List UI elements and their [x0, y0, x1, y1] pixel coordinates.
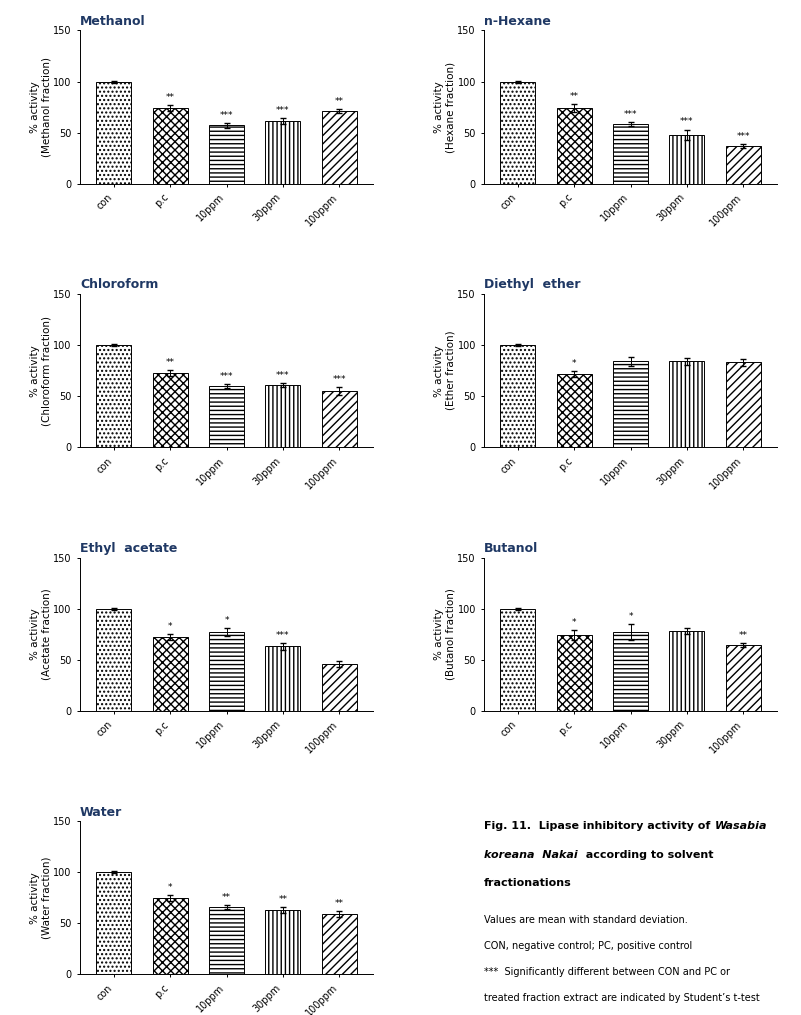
Bar — [726, 362, 761, 448]
Text: according to solvent: according to solvent — [578, 850, 714, 860]
Text: *: * — [224, 616, 229, 625]
Text: ***: *** — [624, 111, 638, 120]
Bar — [322, 664, 356, 710]
Y-axis label: % activity
(Methanol fraction): % activity (Methanol fraction) — [30, 57, 52, 157]
Bar — [557, 108, 592, 184]
Text: Chloroform: Chloroform — [80, 278, 159, 291]
Text: Fig. 11.  Lipase inhibitory activity of: Fig. 11. Lipase inhibitory activity of — [484, 821, 714, 831]
Bar — [557, 635, 592, 710]
Text: Water: Water — [80, 806, 123, 819]
Text: CON, negative control; PC, positive control: CON, negative control; PC, positive cont… — [484, 941, 692, 951]
Bar — [501, 609, 535, 710]
Bar — [265, 647, 300, 710]
Text: ***: *** — [680, 118, 694, 127]
Text: *: * — [572, 358, 577, 367]
Text: Methanol: Methanol — [80, 15, 146, 27]
Bar — [726, 646, 761, 710]
Text: Butanol: Butanol — [484, 542, 538, 555]
Text: ***: *** — [276, 631, 289, 640]
Bar — [209, 126, 244, 184]
Bar — [726, 146, 761, 184]
Bar — [501, 81, 535, 184]
Y-axis label: % activity
(Ether fraction): % activity (Ether fraction) — [434, 331, 456, 410]
Bar — [209, 386, 244, 448]
Text: Wasabia: Wasabia — [714, 821, 767, 831]
Bar — [265, 910, 300, 974]
Y-axis label: % activity
(Acetate fraction): % activity (Acetate fraction) — [30, 589, 52, 680]
Text: ***: *** — [736, 132, 750, 141]
Bar — [153, 898, 187, 974]
Text: Diethyl  ether: Diethyl ether — [484, 278, 581, 291]
Bar — [322, 112, 356, 184]
Text: n-Hexane: n-Hexane — [484, 15, 551, 27]
Bar — [613, 632, 648, 710]
Text: *: * — [168, 622, 172, 631]
Text: ***: *** — [219, 112, 233, 121]
Bar — [96, 345, 131, 448]
Bar — [670, 631, 704, 710]
Text: koreana  Nakai: koreana Nakai — [484, 850, 578, 860]
Text: ***: *** — [219, 371, 233, 381]
Text: Values are mean with standard deviation.: Values are mean with standard deviation. — [484, 915, 688, 925]
Y-axis label: % activity
(Butanol fraction): % activity (Butanol fraction) — [434, 589, 456, 680]
Bar — [209, 632, 244, 710]
Bar — [153, 637, 187, 710]
Text: **: ** — [739, 631, 747, 640]
Y-axis label: % activity
(Hexane fraction): % activity (Hexane fraction) — [434, 62, 456, 152]
Bar — [501, 345, 535, 448]
Text: fractionations: fractionations — [484, 878, 572, 888]
Y-axis label: % activity
(Chloroform fraction): % activity (Chloroform fraction) — [30, 316, 52, 425]
Bar — [670, 135, 704, 184]
Bar — [265, 122, 300, 184]
Text: ***  Significantly different between CON and PC or: *** Significantly different between CON … — [484, 967, 731, 977]
Bar — [322, 915, 356, 974]
Text: **: ** — [166, 93, 175, 102]
Text: **: ** — [166, 357, 175, 366]
Bar — [322, 391, 356, 448]
Text: *: * — [628, 612, 633, 621]
Bar — [153, 108, 187, 184]
Text: **: ** — [570, 92, 579, 100]
Text: **: ** — [222, 893, 231, 902]
Bar — [613, 125, 648, 184]
Bar — [557, 374, 592, 448]
Text: treated fraction extract are indicated by Student’s t-test: treated fraction extract are indicated b… — [484, 994, 760, 1004]
Y-axis label: % activity
(Water fraction): % activity (Water fraction) — [30, 857, 52, 939]
Text: **: ** — [278, 895, 288, 904]
Bar — [96, 81, 131, 184]
Bar — [613, 361, 648, 448]
Bar — [670, 361, 704, 448]
Bar — [96, 872, 131, 974]
Text: ***: *** — [332, 375, 346, 384]
Text: ***: *** — [276, 107, 289, 116]
Text: *: * — [572, 618, 577, 627]
Text: ***: *** — [276, 370, 289, 380]
Text: **: ** — [335, 899, 344, 908]
Bar — [96, 609, 131, 710]
Bar — [153, 373, 187, 448]
Bar — [265, 385, 300, 448]
Text: Ethyl  acetate: Ethyl acetate — [80, 542, 178, 555]
Text: *: * — [168, 883, 172, 891]
Text: **: ** — [335, 97, 344, 106]
Bar — [209, 907, 244, 974]
